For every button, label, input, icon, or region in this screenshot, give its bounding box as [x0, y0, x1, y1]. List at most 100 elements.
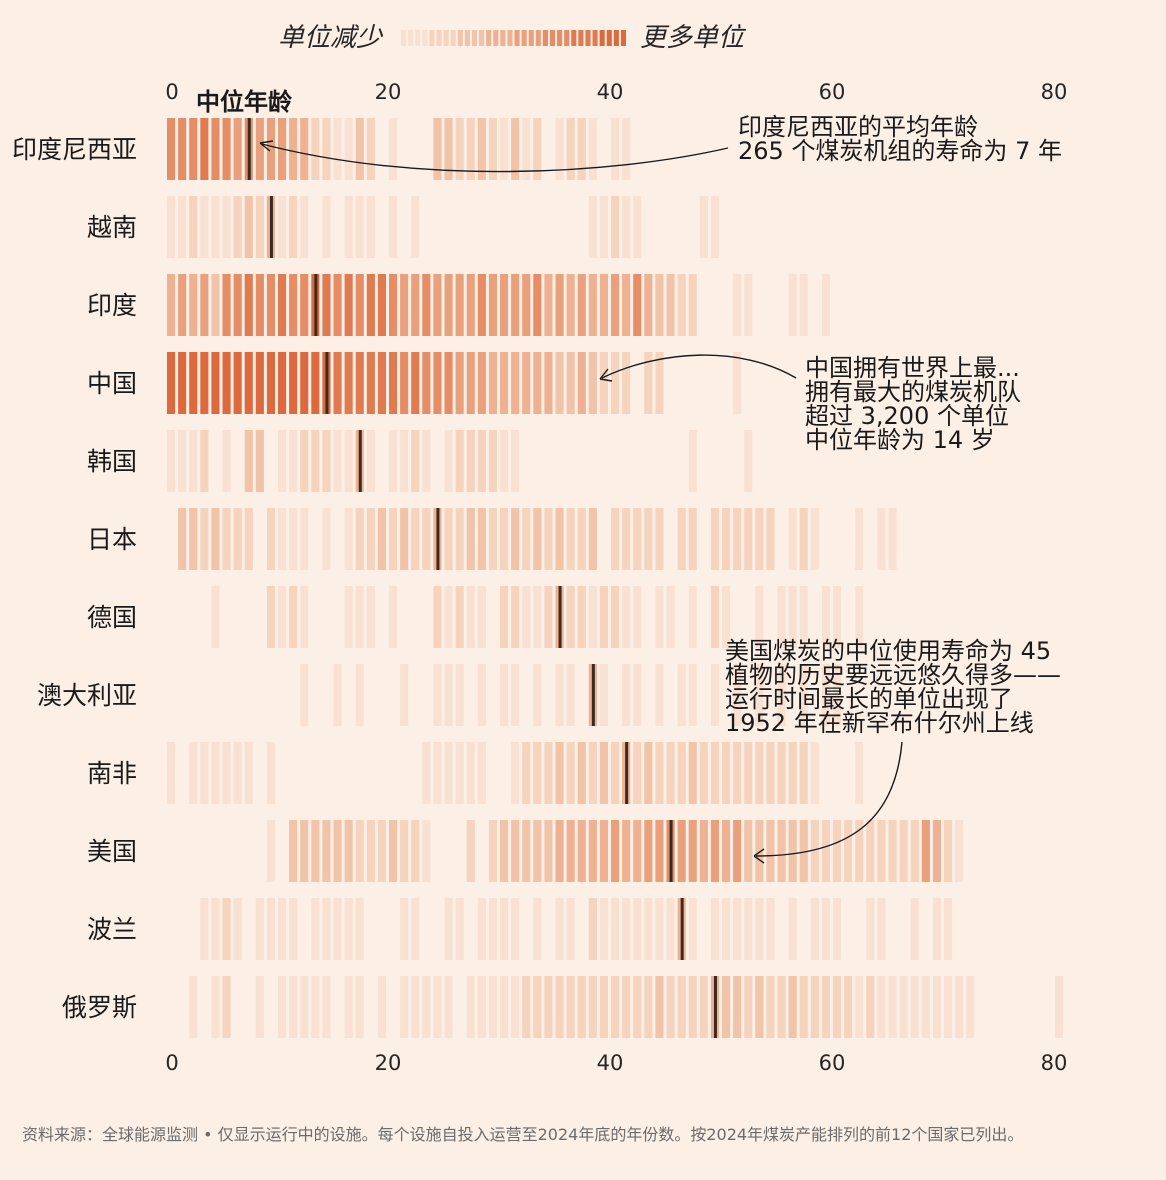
age-bin — [877, 508, 886, 570]
age-bin — [466, 820, 475, 882]
age-bin — [311, 898, 320, 960]
age-bin — [622, 898, 631, 960]
age-bin — [744, 742, 753, 804]
age-bin — [422, 820, 431, 882]
age-bin — [777, 742, 786, 804]
age-bin — [466, 430, 475, 492]
age-bin — [688, 820, 697, 882]
age-bin — [289, 508, 298, 570]
age-bin — [233, 898, 242, 960]
age-bin — [755, 820, 764, 882]
age-bin — [300, 274, 309, 336]
age-bin — [855, 820, 864, 882]
country-label: 日本 — [87, 525, 137, 554]
age-bin — [255, 976, 264, 1038]
age-bin — [477, 508, 486, 570]
age-bin — [355, 898, 364, 960]
age-bin — [888, 976, 897, 1038]
age-bin — [599, 586, 608, 648]
legend-swatch — [592, 30, 598, 46]
legend-swatch — [486, 30, 492, 46]
age-bin — [533, 586, 542, 648]
legend-swatch — [436, 30, 442, 46]
age-bin — [599, 742, 608, 804]
age-bin — [788, 274, 797, 336]
age-bin — [599, 820, 608, 882]
age-bin — [633, 196, 642, 258]
x-tick-label-bottom: 0 — [165, 1051, 178, 1075]
age-bin — [733, 976, 742, 1038]
age-bin — [200, 898, 209, 960]
age-bin — [289, 820, 298, 882]
age-bin — [577, 274, 586, 336]
age-bin — [766, 820, 775, 882]
age-bin — [189, 508, 198, 570]
age-bin — [722, 586, 731, 648]
age-bin — [921, 976, 930, 1038]
age-bin — [433, 664, 442, 726]
age-bin — [677, 274, 686, 336]
age-bin — [344, 508, 353, 570]
age-bin — [611, 352, 620, 414]
age-bin — [266, 352, 275, 414]
age-bin — [455, 742, 464, 804]
age-bin — [522, 742, 531, 804]
age-bin — [422, 976, 431, 1038]
age-bin — [522, 274, 531, 336]
age-bin — [577, 352, 586, 414]
age-bin — [333, 664, 342, 726]
age-bin — [222, 742, 231, 804]
age-bin — [588, 274, 597, 336]
age-bin — [200, 430, 209, 492]
age-bin — [344, 430, 353, 492]
age-bin — [466, 742, 475, 804]
age-bin — [799, 976, 808, 1038]
age-bin — [799, 274, 808, 336]
age-bin — [666, 976, 675, 1038]
age-bin — [833, 664, 842, 726]
age-bin — [444, 664, 453, 726]
age-bin — [344, 898, 353, 960]
age-bin — [266, 820, 275, 882]
age-bin — [189, 352, 198, 414]
age-bin — [855, 586, 864, 648]
age-bin — [677, 664, 686, 726]
age-bin — [477, 430, 486, 492]
x-tick-label-bottom: 40 — [597, 1051, 624, 1075]
age-bin — [400, 664, 409, 726]
age-bin — [866, 820, 875, 882]
median-marker — [269, 196, 273, 258]
age-bin — [544, 976, 553, 1038]
age-bin — [211, 196, 220, 258]
age-bin — [411, 196, 420, 258]
age-bin — [355, 118, 364, 180]
age-bin — [555, 742, 564, 804]
country-row: 德国 — [87, 586, 864, 648]
age-bin — [611, 118, 620, 180]
age-bin — [366, 508, 375, 570]
age-bin — [755, 976, 764, 1038]
age-bin — [588, 352, 597, 414]
age-bin — [233, 274, 242, 336]
age-bin — [599, 976, 608, 1038]
age-bin — [577, 118, 586, 180]
age-bin — [611, 274, 620, 336]
age-bin — [466, 352, 475, 414]
age-bin — [189, 742, 198, 804]
age-bin — [444, 430, 453, 492]
country-label: 印度 — [87, 291, 137, 320]
age-bin — [644, 742, 653, 804]
age-bin — [755, 586, 764, 648]
age-bin — [522, 820, 531, 882]
annotation-line: 美国煤炭的中位使用寿命为 45 — [725, 637, 1051, 665]
age-bin — [311, 976, 320, 1038]
age-bin — [222, 976, 231, 1038]
median-marker — [558, 586, 562, 648]
age-bin — [355, 586, 364, 648]
age-bin — [344, 274, 353, 336]
age-bin — [921, 820, 930, 882]
age-bin — [944, 820, 953, 882]
age-bin — [300, 586, 309, 648]
age-bin — [389, 430, 398, 492]
age-bin — [633, 664, 642, 726]
